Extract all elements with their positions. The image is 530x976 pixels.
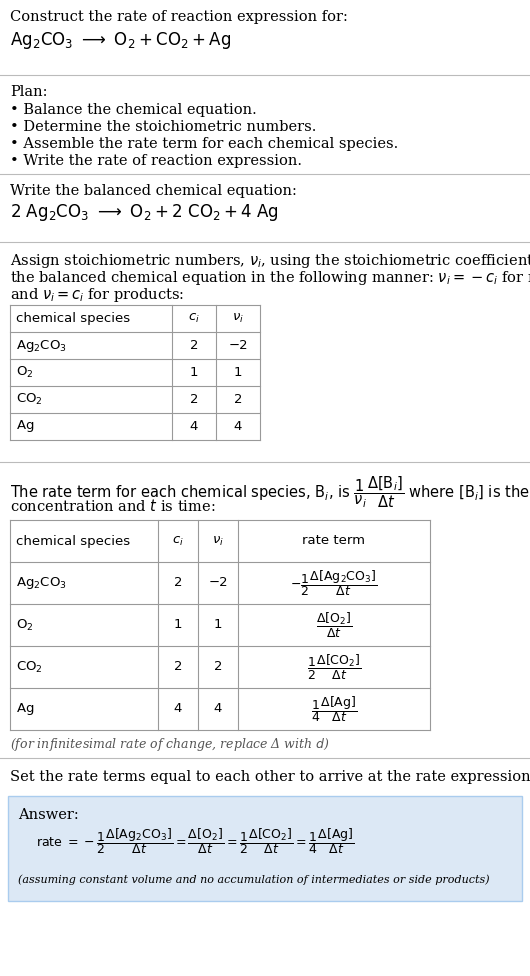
Text: $\mathrm{O_2}$: $\mathrm{O_2}$ [16, 618, 33, 632]
Text: $\dfrac{\Delta[\mathrm{O_2}]}{\Delta t}$: $\dfrac{\Delta[\mathrm{O_2}]}{\Delta t}$ [316, 611, 352, 639]
Text: $\mathrm{CO_2}$: $\mathrm{CO_2}$ [16, 660, 43, 674]
Text: Assign stoichiometric numbers, $\nu_i$, using the stoichiometric coefficients, $: Assign stoichiometric numbers, $\nu_i$, … [10, 252, 530, 270]
Text: 1: 1 [234, 366, 242, 379]
Text: 2: 2 [190, 339, 198, 352]
Text: $\dfrac{1}{4}\dfrac{\Delta[\mathrm{Ag}]}{\Delta t}$: $\dfrac{1}{4}\dfrac{\Delta[\mathrm{Ag}]}… [311, 694, 357, 724]
Text: 4: 4 [234, 420, 242, 433]
Text: 2: 2 [174, 661, 182, 673]
Text: −2: −2 [228, 339, 248, 352]
Text: $\mathrm{CO_2}$: $\mathrm{CO_2}$ [16, 392, 43, 407]
Text: $\mathrm{Ag}$: $\mathrm{Ag}$ [16, 701, 34, 717]
Text: The rate term for each chemical species, $\mathrm{B}_i$, is $\dfrac{1}{\nu_i}\df: The rate term for each chemical species,… [10, 474, 530, 509]
Text: $2\ \mathrm{Ag_2CO_3}\ \longrightarrow\ \mathrm{O_2} + 2\ \mathrm{CO_2} + 4\ \ma: $2\ \mathrm{Ag_2CO_3}\ \longrightarrow\ … [10, 202, 279, 223]
Text: 2: 2 [190, 393, 198, 406]
Text: $\mathrm{Ag_2CO_3}$: $\mathrm{Ag_2CO_3}$ [16, 338, 67, 353]
Text: Plan:: Plan: [10, 85, 48, 99]
Text: $-\dfrac{1}{2}\dfrac{\Delta[\mathrm{Ag_2CO_3}]}{\Delta t}$: $-\dfrac{1}{2}\dfrac{\Delta[\mathrm{Ag_2… [290, 568, 378, 598]
Text: 1: 1 [214, 619, 222, 631]
Text: the balanced chemical equation in the following manner: $\nu_i = -c_i$ for react: the balanced chemical equation in the fo… [10, 269, 530, 287]
Text: 2: 2 [174, 577, 182, 590]
Text: 2: 2 [234, 393, 242, 406]
Text: rate term: rate term [303, 535, 366, 548]
Text: 4: 4 [174, 703, 182, 715]
Text: −2: −2 [208, 577, 228, 590]
Text: (assuming constant volume and no accumulation of intermediates or side products): (assuming constant volume and no accumul… [18, 874, 490, 884]
Text: Write the balanced chemical equation:: Write the balanced chemical equation: [10, 184, 297, 198]
Text: $\mathrm{Ag_2CO_3}$: $\mathrm{Ag_2CO_3}$ [16, 575, 67, 591]
Text: concentration and $t$ is time:: concentration and $t$ is time: [10, 498, 216, 514]
Text: 2: 2 [214, 661, 222, 673]
Text: $\mathrm{O_2}$: $\mathrm{O_2}$ [16, 365, 33, 380]
Text: 4: 4 [214, 703, 222, 715]
Text: chemical species: chemical species [16, 312, 130, 325]
Text: Set the rate terms equal to each other to arrive at the rate expression:: Set the rate terms equal to each other t… [10, 770, 530, 784]
Text: chemical species: chemical species [16, 535, 130, 548]
Text: $\nu_i$: $\nu_i$ [212, 535, 224, 548]
Text: $\mathrm{Ag}$: $\mathrm{Ag}$ [16, 419, 34, 434]
Text: rate $= -\dfrac{1}{2}\dfrac{\Delta[\mathrm{Ag_2CO_3}]}{\Delta t} = \dfrac{\Delta: rate $= -\dfrac{1}{2}\dfrac{\Delta[\math… [36, 826, 355, 856]
Text: (for infinitesimal rate of change, replace Δ with $d$): (for infinitesimal rate of change, repla… [10, 736, 330, 753]
Text: $c_i$: $c_i$ [188, 312, 200, 325]
Text: $\dfrac{1}{2}\dfrac{\Delta[\mathrm{CO_2}]}{\Delta t}$: $\dfrac{1}{2}\dfrac{\Delta[\mathrm{CO_2}… [307, 653, 361, 681]
Text: Answer:: Answer: [18, 808, 79, 822]
Text: • Balance the chemical equation.: • Balance the chemical equation. [10, 103, 257, 117]
Text: and $\nu_i = c_i$ for products:: and $\nu_i = c_i$ for products: [10, 286, 184, 304]
Text: 4: 4 [190, 420, 198, 433]
Text: $\mathrm{Ag_2CO_3}\ \longrightarrow\ \mathrm{O_2} + \mathrm{CO_2} + \mathrm{Ag}$: $\mathrm{Ag_2CO_3}\ \longrightarrow\ \ma… [10, 30, 231, 51]
Text: 1: 1 [174, 619, 182, 631]
Bar [8, 796, 522, 901]
Text: $c_i$: $c_i$ [172, 535, 184, 548]
Text: • Write the rate of reaction expression.: • Write the rate of reaction expression. [10, 154, 302, 168]
Text: • Determine the stoichiometric numbers.: • Determine the stoichiometric numbers. [10, 120, 316, 134]
Text: 1: 1 [190, 366, 198, 379]
Text: • Assemble the rate term for each chemical species.: • Assemble the rate term for each chemic… [10, 137, 398, 151]
Text: Construct the rate of reaction expression for:: Construct the rate of reaction expressio… [10, 10, 348, 24]
Text: $\nu_i$: $\nu_i$ [232, 312, 244, 325]
